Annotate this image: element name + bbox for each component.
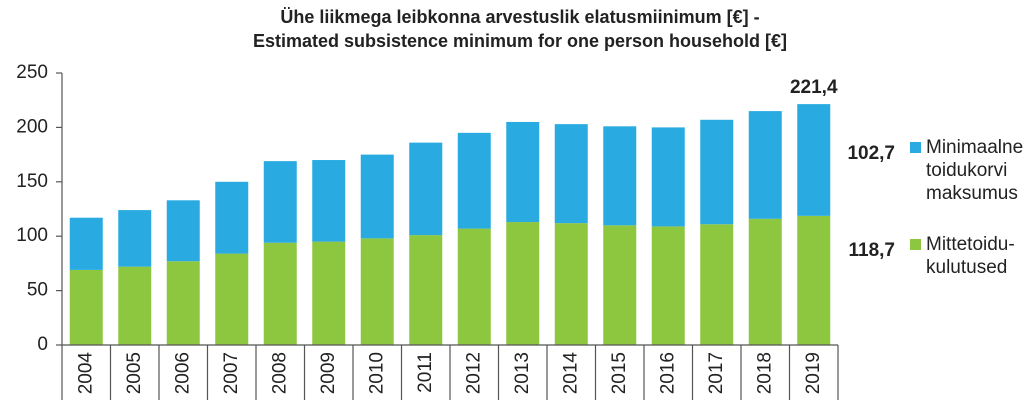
x-tick-label: 2014	[560, 352, 581, 395]
chart-title: Estimated subsistence minimum for one pe…	[253, 31, 787, 51]
y-tick-label: 50	[27, 280, 48, 301]
legend-line: Mittetoidu-	[926, 234, 1015, 255]
bar-segment	[457, 228, 491, 345]
x-tick-label: 2019	[803, 352, 824, 394]
bar-segment	[651, 127, 685, 227]
bar-segment	[69, 269, 103, 345]
legend-swatch	[910, 142, 921, 153]
x-tick-label: 2004	[75, 352, 96, 395]
value-label: 118,7	[849, 240, 896, 261]
bar-segment	[797, 215, 831, 345]
x-tick-label: 2012	[463, 352, 484, 394]
bar-segment	[409, 142, 443, 236]
legend-line: kulutused	[926, 257, 1007, 278]
bar-segment	[166, 200, 200, 262]
bar-segment	[69, 217, 103, 270]
x-tick-label: 2006	[172, 352, 193, 394]
x-tick-label: 2010	[366, 352, 387, 394]
bar-segment	[748, 218, 782, 345]
bar-segment	[360, 154, 394, 239]
legend-label: Minimaalne toidukorvi maksumus	[926, 137, 1023, 204]
bar-segment	[700, 224, 734, 345]
bar-segment	[360, 238, 394, 345]
y-tick-label: 100	[16, 225, 48, 246]
x-tick-label: 2005	[124, 352, 145, 394]
legend-swatch	[910, 239, 921, 250]
bar-segment	[312, 241, 346, 345]
y-tick-label: 0	[37, 334, 48, 355]
x-tick-label: 2009	[318, 352, 339, 394]
value-label: 102,7	[847, 143, 895, 164]
bar-segment	[312, 160, 346, 242]
legend-line: Minimaalne	[926, 137, 1023, 158]
bar-segment	[700, 119, 734, 225]
y-tick-label: 250	[16, 62, 48, 83]
bar-segment	[603, 126, 637, 226]
bar-segment	[263, 161, 297, 243]
bar-segment	[506, 222, 540, 345]
bar-segment	[797, 104, 831, 216]
total-label: 221,4	[790, 77, 838, 98]
bar-segment	[651, 226, 685, 345]
x-tick-label: 2013	[512, 352, 533, 394]
x-tick-label: 2011	[415, 352, 436, 393]
legend-label: Mittetoidu-kulutused	[926, 234, 1015, 278]
x-tick-label: 2008	[269, 352, 290, 394]
bar-segment	[603, 225, 637, 345]
bar-segment	[166, 261, 200, 345]
bar-segment	[457, 132, 491, 229]
x-tick-label: 2016	[657, 352, 678, 394]
bar-segment	[215, 181, 249, 254]
x-tick-label: 2017	[706, 352, 727, 394]
x-tick-label: 2007	[221, 352, 242, 394]
bar-segment	[554, 223, 588, 345]
chart-title: Ühe liikmega leibkonna arvestuslik elatu…	[280, 7, 759, 27]
bar-segment	[554, 124, 588, 224]
legend-line: maksumus	[926, 183, 1018, 204]
bar-segment	[506, 121, 540, 223]
bar-segment	[409, 235, 443, 345]
x-tick-label: 2015	[609, 352, 630, 394]
bar-segment	[748, 111, 782, 219]
legend-line: toidukorvi	[926, 160, 1007, 181]
y-tick-label: 150	[16, 171, 48, 192]
bar-segment	[215, 253, 249, 345]
x-tick-label: 2018	[754, 352, 775, 394]
bar-segment	[118, 266, 152, 345]
y-tick-label: 200	[16, 116, 48, 137]
bar-segment	[263, 242, 297, 345]
bar-segment	[118, 210, 152, 267]
